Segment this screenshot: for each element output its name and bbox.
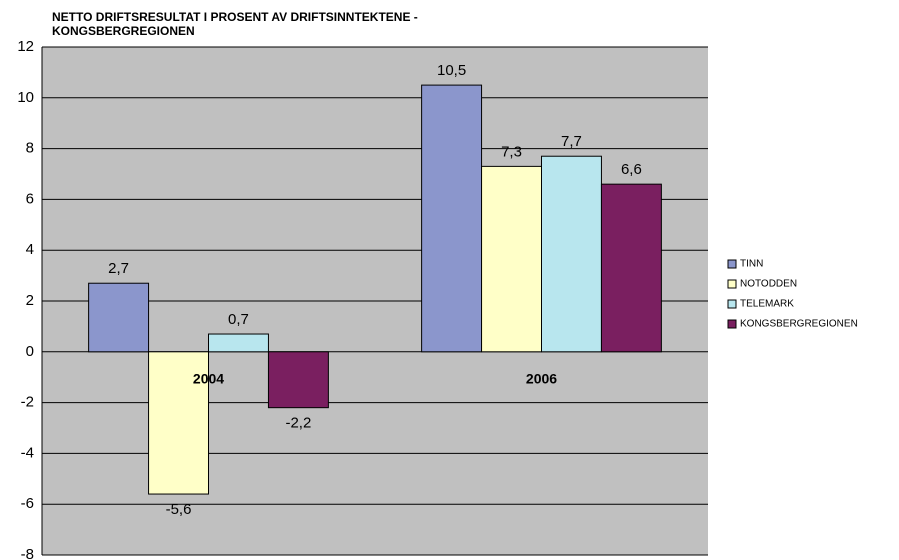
legend-label: TINN bbox=[740, 259, 763, 270]
chart-title: KONGSBERGREGIONEN bbox=[52, 24, 195, 38]
bar bbox=[541, 155, 602, 353]
y-tick-label: -2 bbox=[21, 394, 34, 411]
bar bbox=[267, 351, 329, 409]
legend-label: TELEMARK bbox=[740, 299, 794, 310]
y-tick-label: 4 bbox=[26, 241, 34, 258]
bar bbox=[88, 282, 150, 353]
value-label: 7,7 bbox=[561, 133, 582, 150]
y-tick-label: 6 bbox=[26, 190, 34, 207]
legend-swatch bbox=[727, 299, 737, 309]
y-tick-label: -4 bbox=[21, 444, 34, 461]
x-tick-label: 2004 bbox=[193, 371, 224, 387]
value-label: 6,6 bbox=[621, 161, 642, 178]
x-tick-label: 2006 bbox=[526, 371, 557, 387]
bar bbox=[421, 84, 483, 353]
y-tick-label: 10 bbox=[17, 89, 34, 106]
value-label: -5,6 bbox=[166, 501, 192, 518]
bar bbox=[481, 165, 542, 353]
y-tick-label: -6 bbox=[21, 495, 34, 512]
value-label: 7,3 bbox=[501, 143, 522, 160]
value-label: 0,7 bbox=[228, 311, 249, 328]
legend-swatch bbox=[727, 259, 737, 269]
bar bbox=[600, 183, 662, 353]
legend-swatch bbox=[727, 279, 737, 289]
chart-title: NETTO DRIFTSRESULTAT I PROSENT AV DRIFTS… bbox=[52, 10, 418, 24]
legend-label: KONGSBERGREGIONEN bbox=[740, 319, 858, 330]
bar bbox=[208, 333, 269, 353]
y-tick-label: 0 bbox=[26, 343, 34, 360]
legend-swatch bbox=[727, 319, 737, 329]
value-label: -2,2 bbox=[285, 415, 311, 432]
bar bbox=[148, 351, 209, 495]
legend-label: NOTODDEN bbox=[740, 279, 797, 290]
y-tick-label: 12 bbox=[17, 38, 34, 55]
y-tick-label: -8 bbox=[21, 546, 34, 560]
y-tick-label: 8 bbox=[26, 140, 34, 157]
value-label: 10,5 bbox=[437, 62, 466, 79]
value-label: 2,7 bbox=[108, 260, 129, 277]
y-tick-label: 2 bbox=[26, 292, 34, 309]
